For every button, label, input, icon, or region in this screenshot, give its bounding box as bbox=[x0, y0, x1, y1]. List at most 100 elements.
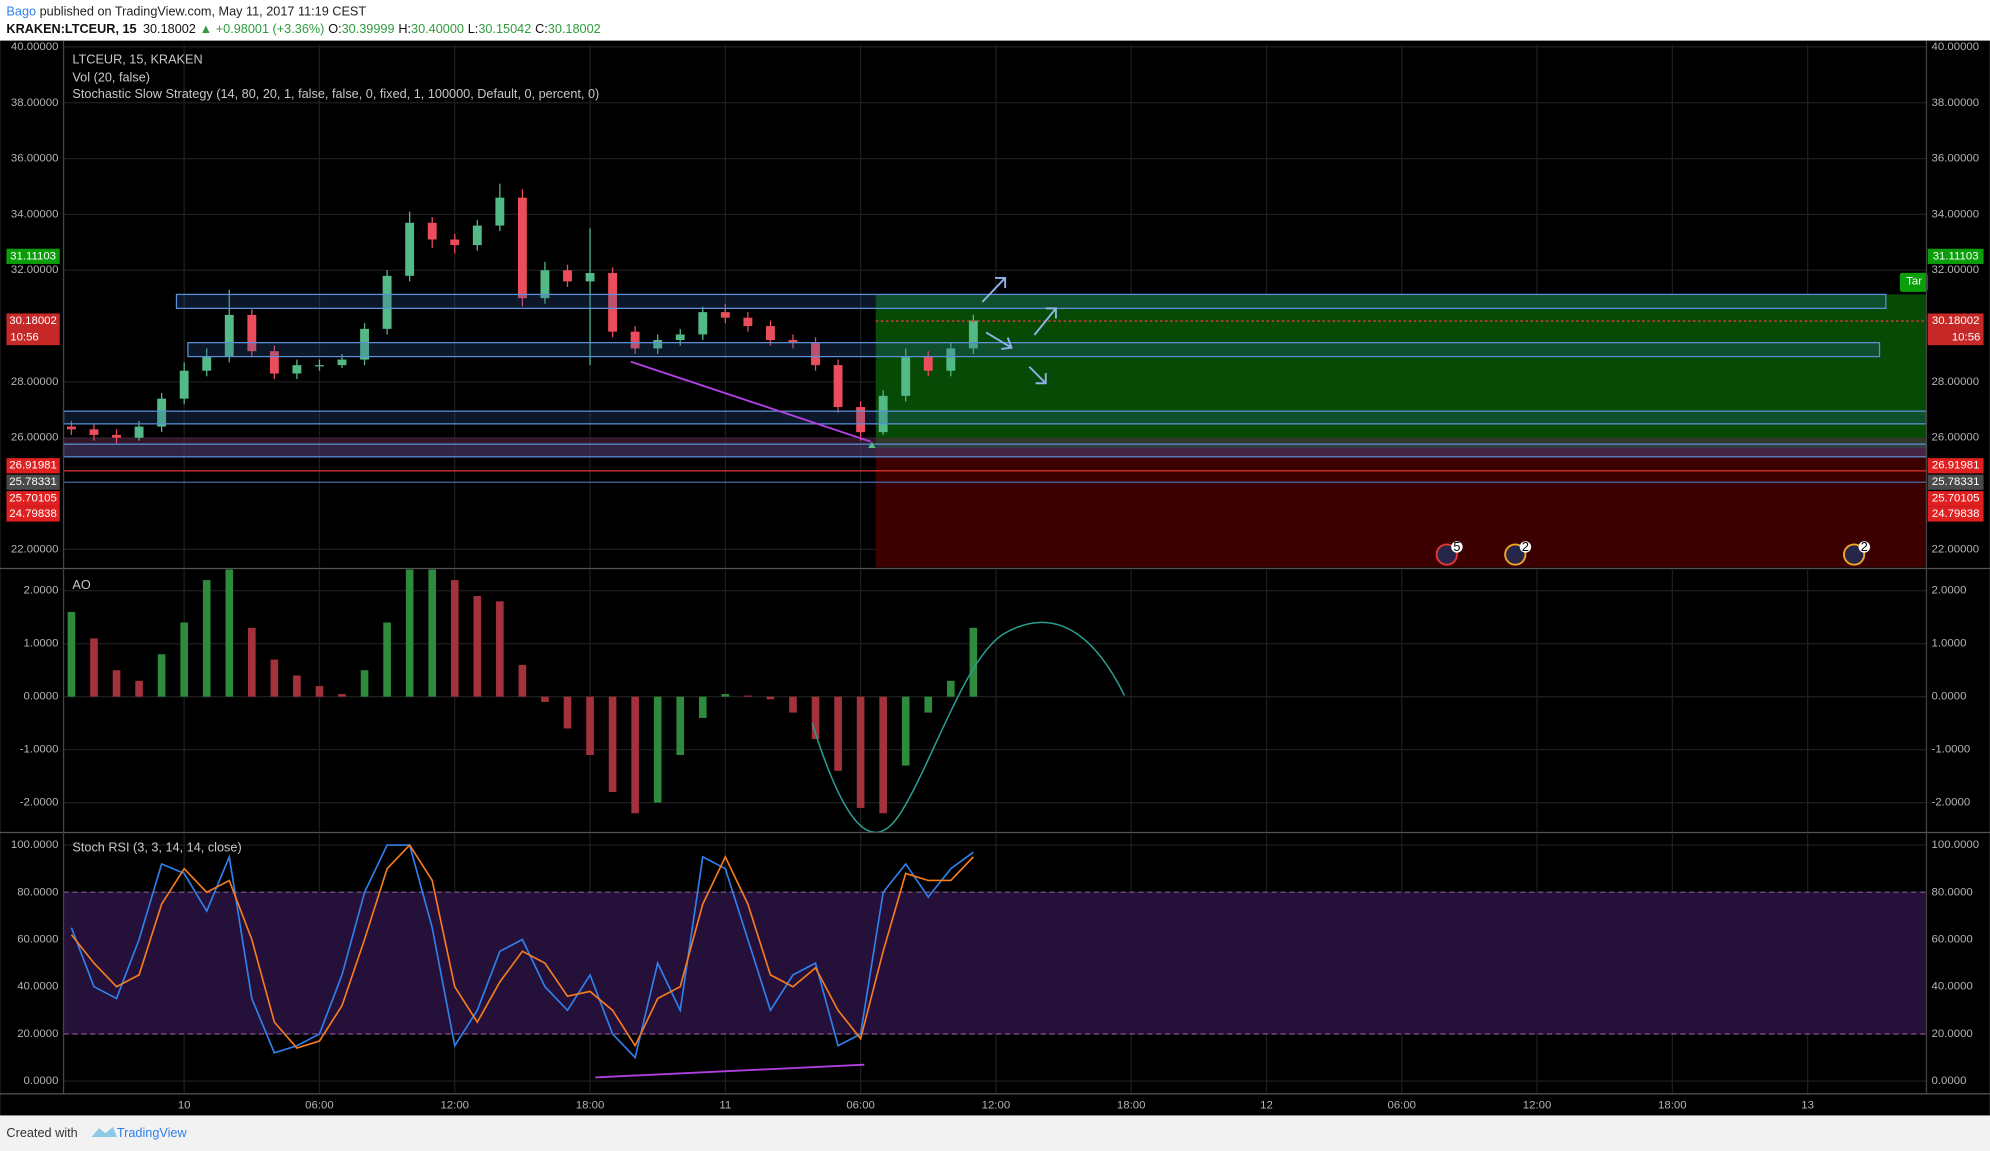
target-label: Tar bbox=[1906, 276, 1922, 288]
ao-bar bbox=[698, 696, 707, 718]
price-label: 30.18002 bbox=[9, 315, 57, 327]
support-box bbox=[62, 410, 1928, 425]
candle-body bbox=[720, 312, 730, 318]
price-label: 25.78331 bbox=[9, 476, 57, 488]
price-label: 30.18002 bbox=[1932, 315, 1980, 327]
candle-body bbox=[653, 340, 663, 349]
data-marks bbox=[63, 183, 1927, 1060]
y-tick-label: 0.0000 bbox=[1932, 691, 1967, 703]
y-tick-label: 100.0000 bbox=[1932, 839, 1980, 851]
annotations bbox=[62, 276, 1928, 1079]
y-tick-label: 2.0000 bbox=[1932, 585, 1967, 597]
stoch-line bbox=[70, 843, 974, 1050]
candle-body bbox=[765, 326, 775, 341]
author[interactable]: Bago bbox=[6, 4, 36, 18]
price-label-bg bbox=[1927, 506, 1984, 522]
divergence-line bbox=[630, 360, 871, 443]
ao-bar bbox=[450, 580, 459, 697]
price-label-bg bbox=[6, 313, 60, 346]
ao-bar bbox=[180, 622, 188, 697]
candle-body bbox=[968, 320, 978, 349]
ao-bar bbox=[383, 622, 391, 697]
ao-bar bbox=[586, 696, 594, 755]
candle-body bbox=[946, 348, 956, 371]
price-label-bg bbox=[1927, 458, 1984, 474]
price-label: 25.70105 bbox=[1932, 493, 1980, 505]
ohlc-value: 30.15042 bbox=[478, 22, 531, 36]
candle-body bbox=[811, 342, 820, 366]
profit-zone bbox=[875, 294, 1927, 448]
events: 5 2 2 bbox=[1435, 540, 1870, 566]
event-count: 5 bbox=[1453, 540, 1460, 554]
ao-bar bbox=[766, 696, 775, 700]
y-tick-label: 38.00000 bbox=[11, 97, 59, 109]
stoch-divergence bbox=[595, 1063, 865, 1079]
y-tick-label: 22.00000 bbox=[11, 543, 59, 555]
event-badge bbox=[1451, 541, 1463, 553]
x-tick-label: 18:00 bbox=[1117, 1099, 1146, 1111]
y-tick-label: 1.0000 bbox=[1932, 638, 1967, 650]
ao-bar bbox=[721, 694, 730, 697]
candle-body bbox=[878, 395, 888, 433]
price-label: 25.70105 bbox=[9, 493, 57, 505]
y-tick-label: 38.00000 bbox=[1932, 97, 1980, 109]
event-count: 2 bbox=[1861, 540, 1868, 554]
price-label: 26.91981 bbox=[9, 460, 57, 472]
price-label-bg bbox=[1927, 474, 1984, 490]
x-tick-label: 12:00 bbox=[440, 1099, 469, 1111]
candle-body bbox=[630, 331, 640, 349]
ao-bar bbox=[360, 670, 369, 697]
footer-background bbox=[0, 1115, 1990, 1151]
countdown: 10:56 bbox=[1952, 332, 1981, 344]
ao-bar bbox=[676, 696, 685, 755]
ao-bar bbox=[270, 659, 279, 697]
symbol-line: KRAKEN:LTCEUR, 15 30.18002 ▲ +0.98001 (+3.… bbox=[6, 22, 600, 36]
price-labels: 31.11103 31.11103 30.18002 10:56 30.1800… bbox=[6, 248, 1984, 522]
ao-bar bbox=[67, 611, 76, 697]
ao-bar bbox=[744, 695, 752, 697]
candle-body bbox=[427, 222, 437, 240]
projection-arrows bbox=[981, 276, 1057, 385]
footer-brand[interactable]: TradingView bbox=[117, 1126, 188, 1140]
y-tick-label: 40.0000 bbox=[17, 981, 58, 993]
y-tick-label: 22.00000 bbox=[1932, 543, 1980, 555]
support-box bbox=[187, 342, 1881, 358]
y-tick-label: 60.0000 bbox=[17, 934, 58, 946]
x-tick-label: 12:00 bbox=[982, 1099, 1011, 1111]
panel-title: AO bbox=[72, 578, 90, 592]
ohlc-label: C: bbox=[535, 22, 548, 36]
candle-body bbox=[337, 359, 347, 366]
support-box bbox=[62, 443, 1928, 458]
countdown: 10:56 bbox=[10, 332, 39, 344]
event-badge bbox=[1519, 541, 1532, 553]
ohlc-label: O: bbox=[328, 22, 341, 36]
candle-body bbox=[675, 334, 685, 341]
ao-bar bbox=[90, 638, 98, 697]
ao-bar bbox=[541, 696, 549, 702]
y-tick-label: 60.0000 bbox=[1932, 934, 1973, 946]
ao-bar bbox=[901, 696, 910, 766]
y-tick-label: -2.0000 bbox=[20, 797, 59, 809]
candle-body bbox=[112, 434, 121, 438]
y-tick-label: 34.00000 bbox=[1932, 208, 1980, 220]
candle-body bbox=[66, 426, 76, 430]
price-label: 25.78331 bbox=[1932, 476, 1980, 488]
candle-body bbox=[833, 365, 843, 408]
candle-body bbox=[517, 197, 527, 299]
price-label: 26.91981 bbox=[1932, 460, 1980, 472]
ao-bar bbox=[225, 569, 234, 697]
ao-bar bbox=[473, 596, 482, 697]
band-fill bbox=[63, 892, 1927, 1034]
ao-bar bbox=[428, 569, 437, 697]
candle-body bbox=[179, 370, 189, 399]
ao-bar bbox=[496, 601, 504, 697]
y-tick-label: 36.00000 bbox=[11, 153, 59, 165]
ao-bar bbox=[112, 670, 121, 697]
ao-bar bbox=[834, 696, 842, 771]
y-tick-label: -2.0000 bbox=[1932, 797, 1971, 809]
candle-body bbox=[202, 356, 212, 371]
candle-body bbox=[901, 356, 911, 396]
y-tick-label: 40.00000 bbox=[11, 41, 59, 53]
price-label: 31.11103 bbox=[1933, 250, 1979, 262]
ao-bar bbox=[338, 694, 346, 697]
